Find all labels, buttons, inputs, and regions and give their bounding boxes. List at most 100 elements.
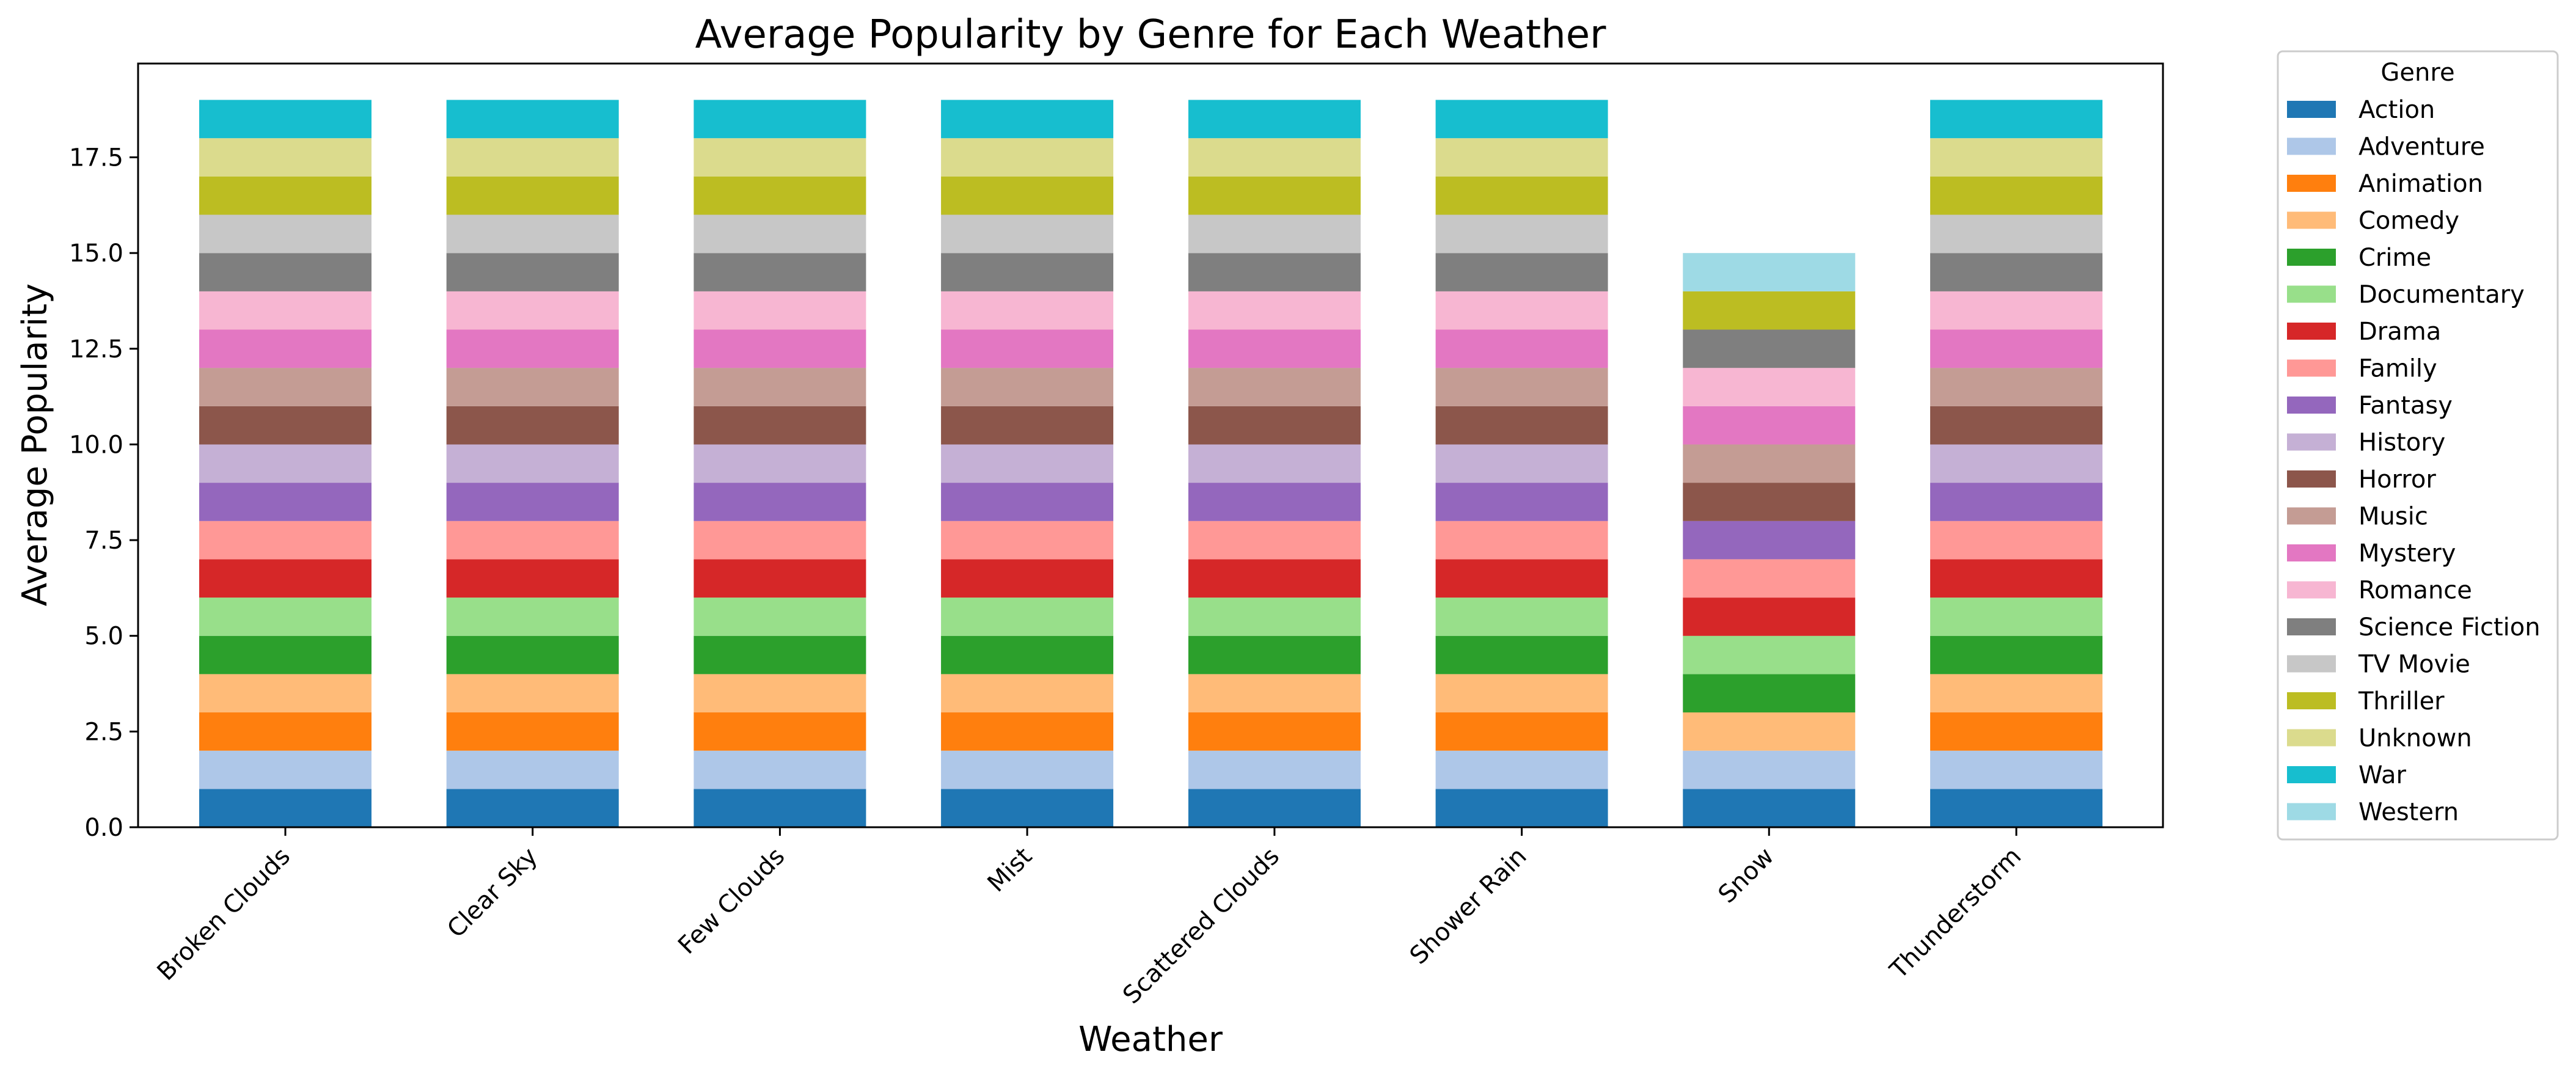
bar-segment [1435, 789, 1608, 827]
legend-label: Music [2358, 503, 2428, 531]
y-tick-label: 17.5 [69, 144, 123, 172]
legend-swatch [2287, 729, 2336, 747]
bar-segment [1435, 291, 1608, 330]
legend-label: Comedy [2358, 207, 2459, 235]
bar-segment [1930, 291, 2102, 330]
bar-segment [941, 100, 1114, 139]
bar-segment [1930, 598, 2102, 636]
bar-segment [1435, 368, 1608, 406]
bar-segment [1188, 138, 1361, 177]
bar-segment [941, 253, 1114, 291]
bar-segment [199, 789, 371, 827]
bar-segment [693, 368, 866, 406]
legend-label: Romance [2358, 577, 2472, 605]
bar-segment [1188, 789, 1361, 827]
bar-segment [941, 712, 1114, 751]
bar-segment [1188, 291, 1361, 330]
bar-segment [1930, 635, 2102, 674]
bar-segment [1435, 176, 1608, 215]
bar-segment [1683, 291, 1856, 330]
bar-segment [1683, 635, 1856, 674]
bar-segment [1930, 214, 2102, 254]
legend-swatch [2287, 359, 2336, 377]
bar-segment [199, 635, 371, 674]
bar-segment [941, 750, 1114, 789]
bar-segment [1683, 598, 1856, 636]
legend-swatch [2287, 433, 2336, 451]
bar-segment [1188, 100, 1361, 139]
bar-segment [1435, 100, 1608, 139]
bar-segment [693, 750, 866, 789]
y-tick-label: 10.0 [69, 431, 123, 459]
bar-segment [941, 291, 1114, 330]
bar-segment [1188, 483, 1361, 521]
bar-segment [1683, 368, 1856, 406]
bars-layer [199, 100, 2102, 827]
bar-segment [1188, 214, 1361, 254]
legend-label: Western [2358, 799, 2459, 827]
bar-segment [1683, 789, 1856, 827]
bar-segment [199, 483, 371, 521]
legend-swatch [2287, 249, 2336, 266]
bar-segment [446, 138, 619, 177]
bar-segment [1683, 750, 1856, 789]
bar-segment [1930, 674, 2102, 713]
legend-label: Unknown [2358, 725, 2472, 753]
bar-segment [446, 406, 619, 445]
bar-segment [199, 444, 371, 483]
bar-segment [446, 253, 619, 291]
bar-segment [1683, 483, 1856, 521]
bar-segment [1930, 521, 2102, 560]
legend-swatch [2287, 692, 2336, 709]
bar-segment [199, 329, 371, 368]
bar-segment [693, 138, 866, 177]
bar-segment [199, 368, 371, 406]
bar-segment [199, 100, 371, 139]
bar-segment [1188, 444, 1361, 483]
bar-segment [446, 750, 619, 789]
legend: Genre Action Adventure Animation Comedy Crim… [2277, 50, 2559, 841]
bar-segment [199, 138, 371, 177]
bar-segment [1188, 521, 1361, 560]
bar-segment [693, 406, 866, 445]
bar-segment [941, 329, 1114, 368]
legend-swatch [2287, 397, 2336, 414]
bar-segment [1930, 559, 2102, 598]
legend-swatch [2287, 175, 2336, 192]
bar-segment [1188, 635, 1361, 674]
bar-segment [1188, 598, 1361, 636]
bar-segment [941, 406, 1114, 445]
bar-segment [199, 521, 371, 560]
bar-segment [1930, 138, 2102, 177]
legend-swatch [2287, 323, 2336, 340]
bar-segment [1188, 253, 1361, 291]
bar-segment [941, 444, 1114, 483]
bar-segment [941, 521, 1114, 560]
legend-label: Fantasy [2358, 392, 2453, 420]
bar-segment [446, 712, 619, 751]
bar-segment [1930, 712, 2102, 751]
bar-segment [1435, 406, 1608, 445]
bar-segment [1435, 138, 1608, 177]
bar-segment [199, 214, 371, 254]
bar-segment [446, 789, 619, 827]
bar-segment [1188, 406, 1361, 445]
x-axis-label: Weather [1078, 1020, 1223, 1059]
bar-segment [1683, 521, 1856, 560]
legend-label: Family [2358, 355, 2437, 383]
bar-segment [1435, 598, 1608, 636]
bar-segment [1188, 368, 1361, 406]
bar-segment [199, 674, 371, 713]
legend-swatch [2287, 581, 2336, 599]
legend-frame [2277, 50, 2559, 841]
bar-segment [1435, 444, 1608, 483]
bar-segment [1188, 750, 1361, 789]
bar-segment [199, 750, 371, 789]
bar-segment [1188, 712, 1361, 751]
legend-label: Crime [2358, 244, 2431, 272]
bar-segment [1435, 635, 1608, 674]
bar-segment [1930, 444, 2102, 483]
bar-segment [941, 138, 1114, 177]
bar-segment [446, 559, 619, 598]
